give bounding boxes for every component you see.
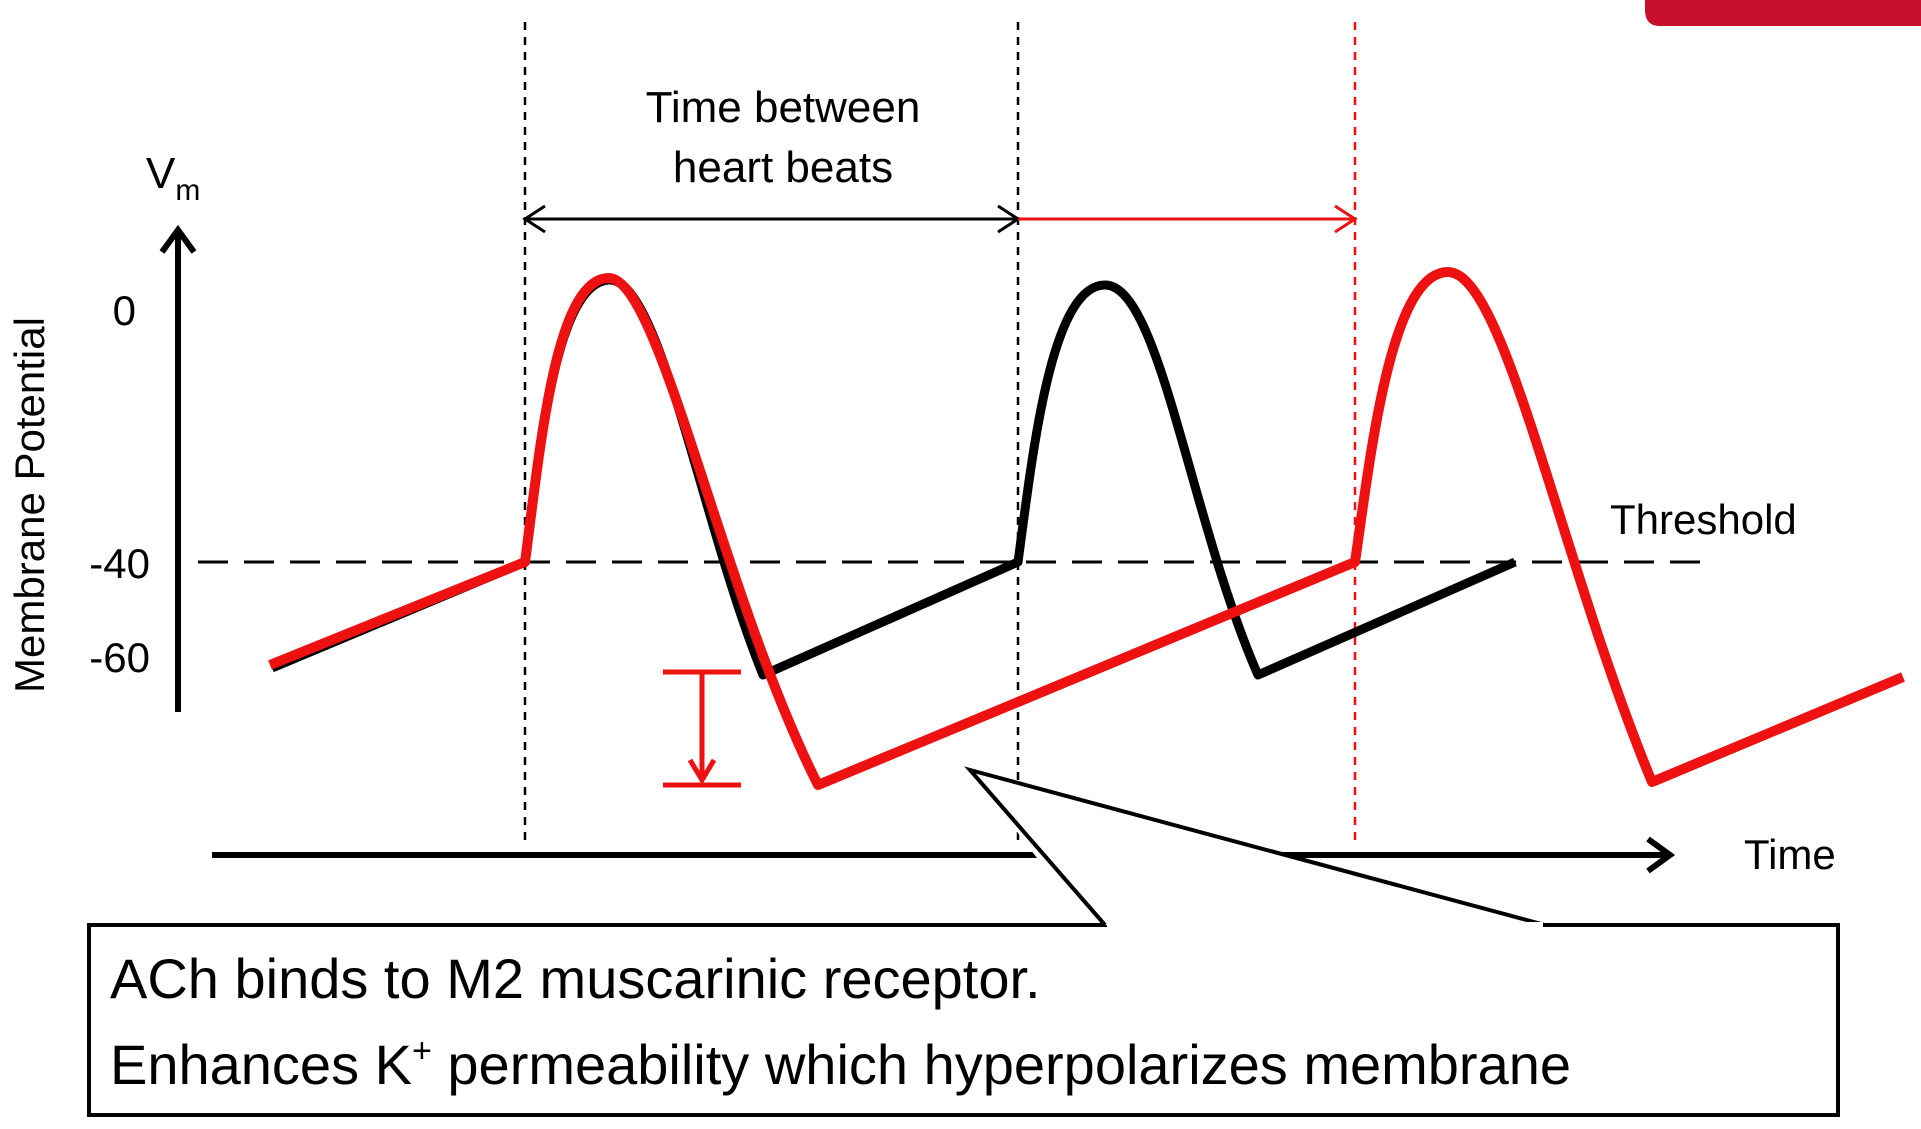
y-axis-title: Membrane Potential	[6, 317, 53, 693]
interval-label-line2: heart beats	[673, 143, 893, 192]
callout-box	[87, 766, 1840, 1117]
callout-line-2: Enhances K+ permeability which hyperpola…	[110, 1032, 1571, 1096]
tick-minus-60: -60	[89, 634, 150, 681]
interval-label-line1: Time between	[646, 83, 921, 132]
interval-arrow-normal	[522, 204, 1021, 234]
normal-action-potential-trace	[270, 275, 1517, 680]
y-axis	[159, 224, 197, 712]
threshold-label: Threshold	[1610, 496, 1797, 543]
tick-minus-40: -40	[89, 540, 150, 587]
ach-action-potential-trace	[268, 267, 1905, 790]
y-axis-symbol: Vm	[146, 149, 200, 207]
corner-badge	[1645, 0, 1921, 26]
callout-line-1: ACh binds to M2 muscarinic receptor.	[110, 947, 1041, 1010]
interval-arrow-ach	[1018, 204, 1358, 234]
x-axis-title: Time	[1744, 831, 1836, 878]
hyperpolarization-arrow	[663, 669, 741, 788]
tick-0: 0	[113, 287, 136, 334]
x-axis	[212, 836, 1676, 874]
